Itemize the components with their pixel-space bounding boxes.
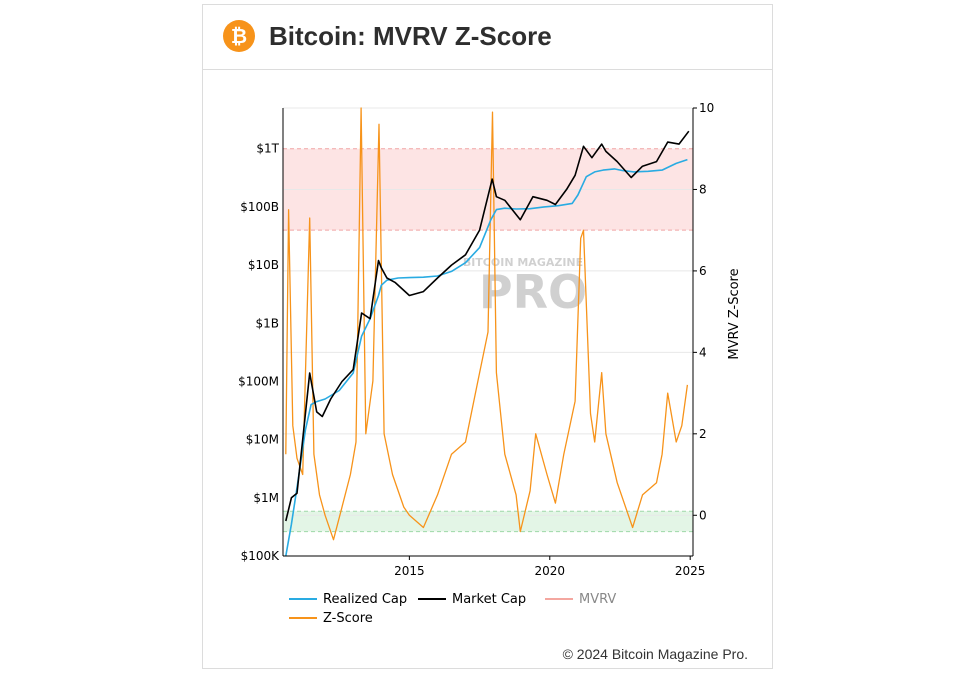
left-tick-label: $1B <box>255 316 279 330</box>
right-tick-label: 8 <box>699 182 707 196</box>
valuation-bands <box>283 148 693 533</box>
right-tick-label: 4 <box>699 345 707 359</box>
left-tick-label: $100M <box>238 374 279 388</box>
left-tick-label: $1T <box>256 142 279 156</box>
bitcoin-icon: ₿ <box>223 20 255 52</box>
series-lines <box>285 107 690 557</box>
watermark-main: PRO <box>479 265 587 319</box>
legend-label: Z-Score <box>323 611 373 626</box>
left-tick-label: $1M <box>253 491 279 505</box>
right-tick-label: 0 <box>699 508 707 522</box>
watermark-top: BITCOIN MAGAZINE <box>463 256 583 269</box>
x-tick-label: 2025 <box>675 564 706 578</box>
series-market-cap <box>285 130 690 522</box>
legend: Realized Cap Market Cap MVRV Z-Score <box>289 592 616 626</box>
legend-label: MVRV <box>579 592 616 607</box>
mvrv-chart: BITCOIN MAGAZINE PRO $100K$1M$10M$100M$1… <box>238 101 742 626</box>
right-axis-label: MVRV Z-Score <box>727 268 742 359</box>
left-tick-label: $100B <box>240 200 279 214</box>
left-tick-label: $100K <box>241 549 281 563</box>
axes: $100K $1M $10M $100M $1B $10B $100B $1T 0 2 4 6 8 10 2… <box>238 101 714 578</box>
x-tick-label: 2015 <box>394 564 425 578</box>
right-tick-label: 6 <box>699 264 707 278</box>
right-tick-label: 10 <box>699 101 714 115</box>
left-tick-label: $10B <box>248 258 279 272</box>
band-bottom <box>283 511 693 532</box>
legend-label: Realized Cap <box>323 592 407 607</box>
watermark: BITCOIN MAGAZINE PRO <box>463 256 587 319</box>
right-tick-label: 2 <box>699 427 707 441</box>
left-tick-label: $10M <box>246 433 279 447</box>
chart-card: ₿ Bitcoin: MVRV Z-Score BITCOIN MAGAZINE… <box>202 4 773 669</box>
legend-label: Market Cap <box>452 592 526 607</box>
card-header: ₿ Bitcoin: MVRV Z-Score <box>203 5 772 70</box>
series-realized-cap <box>285 158 688 557</box>
x-tick-label: 2020 <box>535 564 566 578</box>
page-title: Bitcoin: MVRV Z-Score <box>269 21 552 51</box>
grid-lines <box>283 107 693 516</box>
copyright-text: © 2024 Bitcoin Magazine Pro. <box>562 646 748 662</box>
